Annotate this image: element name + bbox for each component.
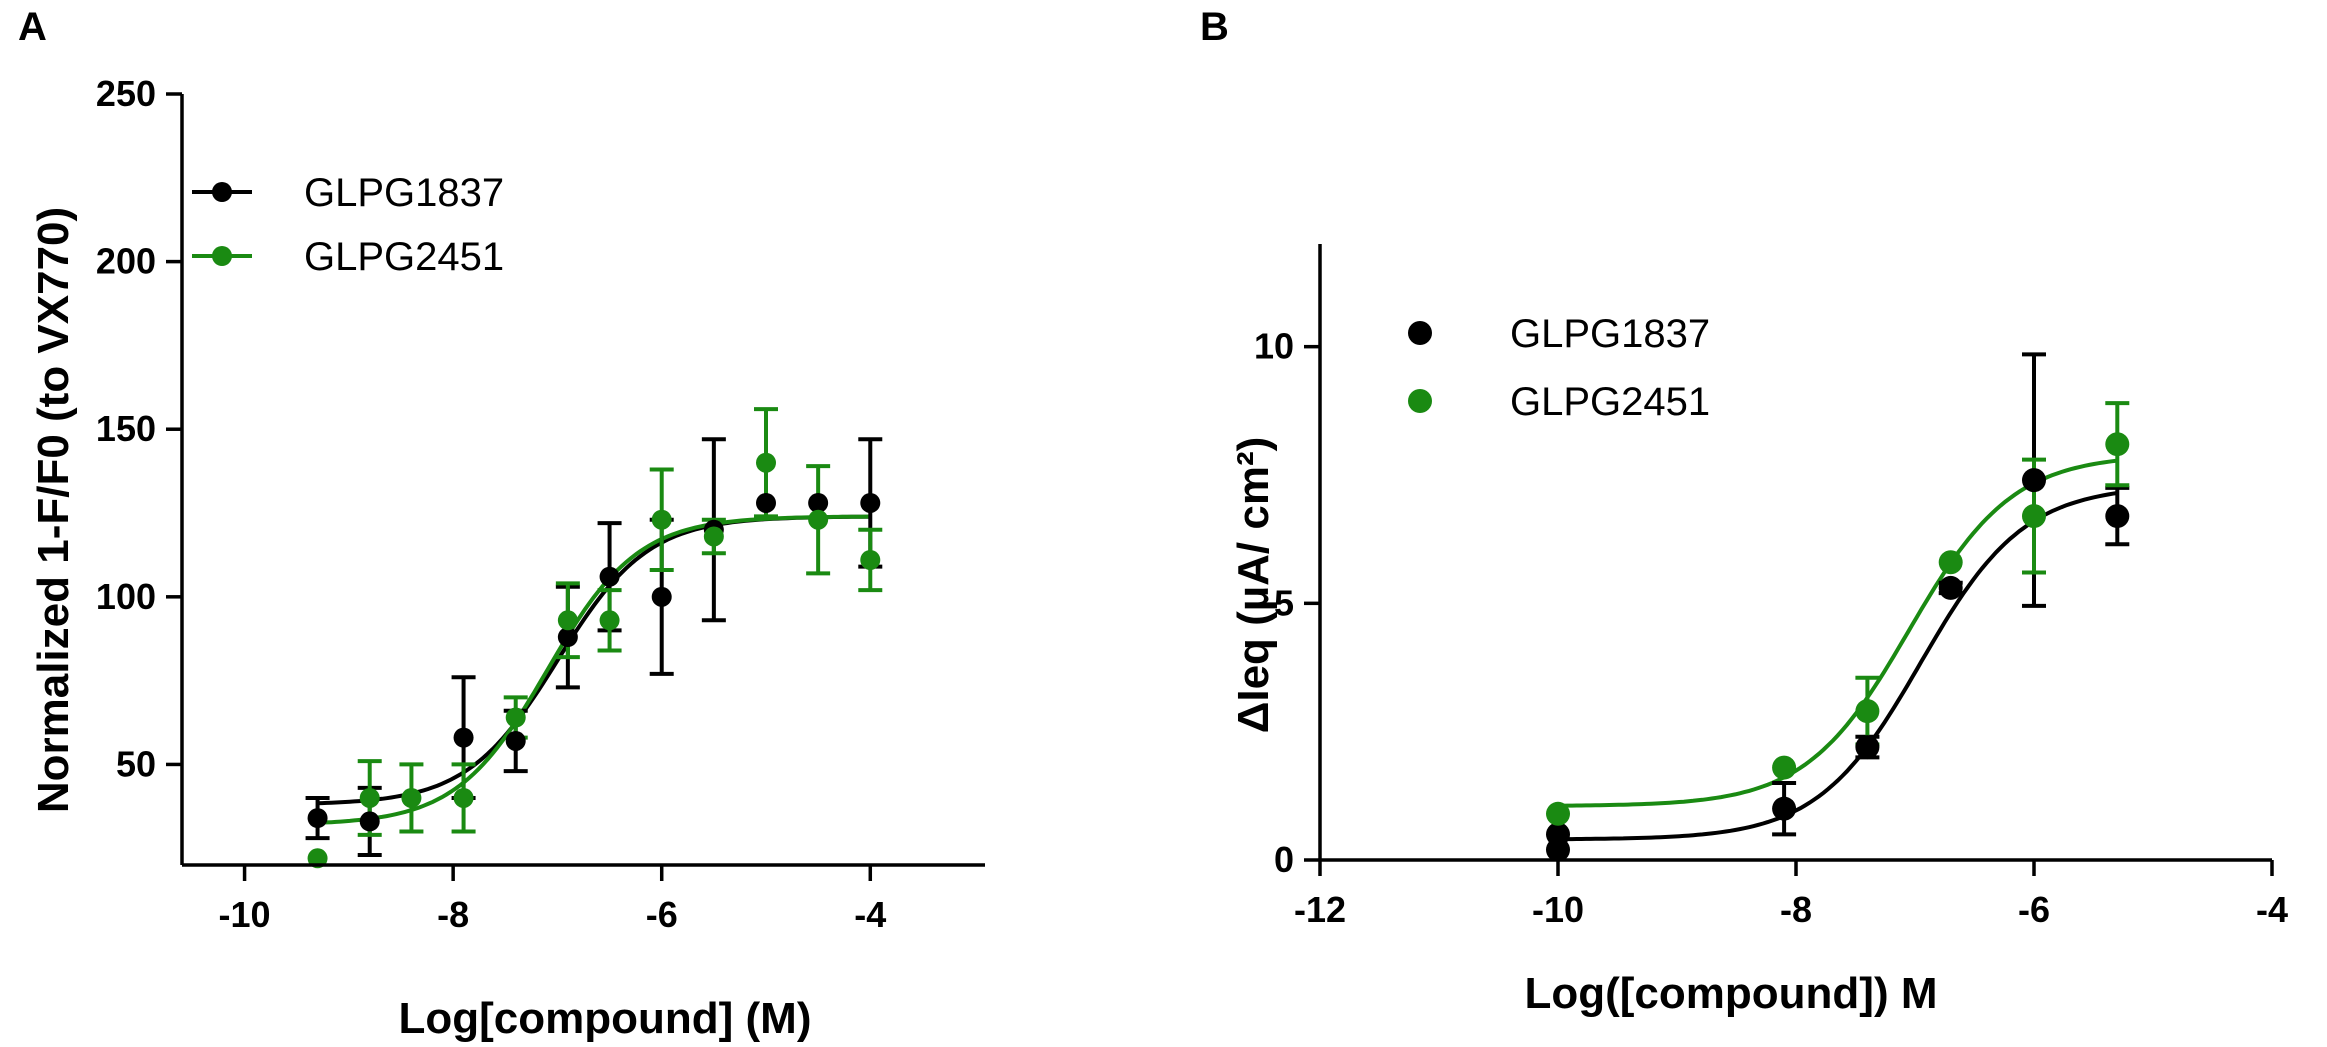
data-point-glpg2451: [599, 610, 620, 631]
data-point-glpg1837: [505, 730, 526, 751]
x-tick-label: -4: [854, 894, 886, 935]
panel-label-b: B: [1200, 5, 1229, 49]
data-point-glpg1837: [2022, 468, 2046, 493]
y-tick-label: 100: [96, 576, 156, 617]
data-point-glpg1837: [808, 492, 829, 513]
legend-label-glpg2451: GLPG2451: [1510, 380, 1710, 424]
y-tick-label: 50: [116, 743, 156, 784]
y-tick-label: 5: [1274, 582, 1294, 623]
x-tick-label: -4: [2256, 889, 2288, 930]
data-point-glpg1837: [1938, 575, 1963, 600]
data-point-glpg1837: [1772, 796, 1797, 821]
data-point-glpg1837: [599, 566, 620, 587]
data-point-glpg2451: [453, 787, 474, 808]
data-point-glpg2451: [703, 526, 724, 547]
data-point-glpg2451: [860, 549, 881, 570]
data-point-glpg2451: [505, 707, 526, 728]
legend-label-glpg2451: GLPG2451: [304, 235, 504, 279]
data-point-glpg1837: [453, 727, 474, 748]
legend-label-glpg1837: GLPG1837: [304, 171, 504, 215]
fit-curve-glpg2451: [1558, 458, 2118, 808]
data-point-glpg2451: [557, 610, 578, 631]
x-axis-title-a: Log[compound] (M): [399, 994, 812, 1043]
data-point-glpg1837: [557, 627, 578, 648]
legend-marker-glpg2451: [212, 246, 232, 266]
data-point-glpg2451: [359, 787, 380, 808]
legend-marker-glpg1837: [1408, 321, 1432, 345]
data-point-glpg2451: [2022, 504, 2046, 529]
data-point-glpg2451: [401, 787, 422, 808]
data-point-glpg1837: [359, 811, 380, 832]
x-tick-label: -12: [1294, 889, 1346, 930]
x-axis-title-b: Log([compound]) M: [1525, 969, 1938, 1018]
data-point-glpg1837: [860, 492, 881, 513]
data-point-glpg2451: [1772, 755, 1797, 780]
data-point-glpg2451: [808, 509, 829, 530]
data-point-glpg2451: [2105, 432, 2130, 457]
y-tick-label: 0: [1274, 839, 1294, 880]
data-point-glpg1837: [756, 492, 776, 513]
x-tick-label: -10: [219, 894, 271, 935]
data-point-glpg1837: [1855, 735, 1880, 760]
legend-a: GLPG1837 GLPG2451: [192, 171, 504, 279]
fit-curve-glpg1837: [317, 514, 871, 806]
data-point-glpg2451: [1855, 699, 1880, 724]
data-point-glpg1837: [1546, 822, 1570, 847]
y-tick-label: 150: [96, 408, 156, 449]
legend-b: GLPG1837 GLPG2451: [1408, 312, 1710, 424]
legend-marker-glpg1837: [212, 182, 232, 202]
y-axis-title-b: ΔIeq (µA/ cm²): [1229, 437, 1278, 734]
y-axis-title-a: Normalized 1-F/F0 (to VX770): [29, 207, 78, 813]
y-tick-label: 250: [96, 73, 156, 114]
data-point-glpg2451: [1938, 550, 1963, 575]
panel-label-a: A: [18, 5, 47, 49]
data-point-glpg2451: [1546, 801, 1570, 826]
x-tick-label: -8: [1780, 889, 1812, 930]
x-tick-label: -6: [646, 894, 678, 935]
legend-marker-glpg2451: [1408, 389, 1432, 413]
panel-a: A -10 -8 -6 -4 50 100 150 200 250 Log[compound] …: [18, 5, 985, 1043]
y-tick-label: 200: [96, 241, 156, 282]
x-tick-label: -8: [437, 894, 469, 935]
x-tick-label: -10: [1532, 889, 1584, 930]
x-tick-label: -6: [2018, 889, 2050, 930]
fit-curve-glpg2451: [317, 514, 871, 825]
data-point-glpg1837: [2105, 504, 2130, 529]
panel-b: B -12 -10 -8 -6 -4 0 5 10 Log([compound]) M ΔIe…: [1200, 5, 2288, 1018]
data-point-glpg1837: [307, 808, 328, 829]
fit-curve-glpg1837: [1557, 491, 2118, 842]
legend-label-glpg1837: GLPG1837: [1510, 312, 1710, 356]
data-point-glpg2451: [651, 509, 672, 530]
data-point-glpg1837: [651, 586, 672, 607]
y-tick-label: 10: [1254, 326, 1294, 367]
data-point-glpg2451: [756, 452, 776, 473]
